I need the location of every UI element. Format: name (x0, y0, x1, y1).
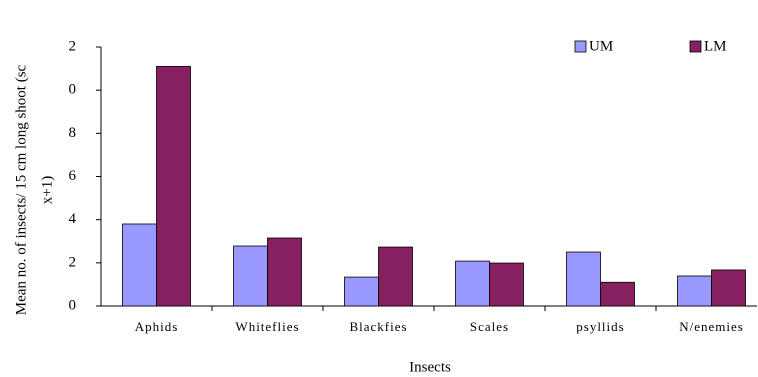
bar (344, 276, 379, 307)
bar (122, 223, 157, 307)
y-tick-label: 0 (69, 297, 77, 313)
x-tick-label: psyllids (576, 319, 624, 334)
x-tick-label: N/enemies (679, 319, 744, 334)
x-tick-label: Whiteflies (235, 319, 299, 334)
bar (156, 66, 191, 307)
x-tick-label: Scales (470, 319, 509, 334)
y-tick-label: 2 (69, 38, 77, 54)
x-axis-title: Insects (409, 359, 451, 375)
bar (233, 245, 268, 307)
bar (455, 260, 490, 307)
bar (600, 281, 635, 307)
bar (711, 269, 746, 307)
legend-swatch (574, 40, 587, 53)
legend-label: LM (704, 38, 727, 54)
x-tick-label: Blackfies (349, 319, 407, 334)
bar (489, 262, 524, 307)
bar (267, 237, 302, 307)
x-tick-label: Aphids (135, 319, 179, 334)
bar (677, 275, 712, 307)
y-tick-label: 4 (69, 211, 77, 227)
y-tick-label: 6 (69, 168, 77, 184)
y-tick-label: 0 (69, 82, 77, 98)
y-tick-label: 8 (69, 125, 77, 141)
legend-label: UM (589, 38, 613, 54)
bar (378, 246, 413, 307)
y-axis-title: Mean no. of insects/ 15 cm long shoot (s… (13, 64, 29, 315)
bar (566, 251, 601, 307)
legend-swatch (689, 40, 702, 53)
y-tick-label: 2 (69, 254, 77, 270)
y-axis-title: x+1) (39, 176, 55, 204)
